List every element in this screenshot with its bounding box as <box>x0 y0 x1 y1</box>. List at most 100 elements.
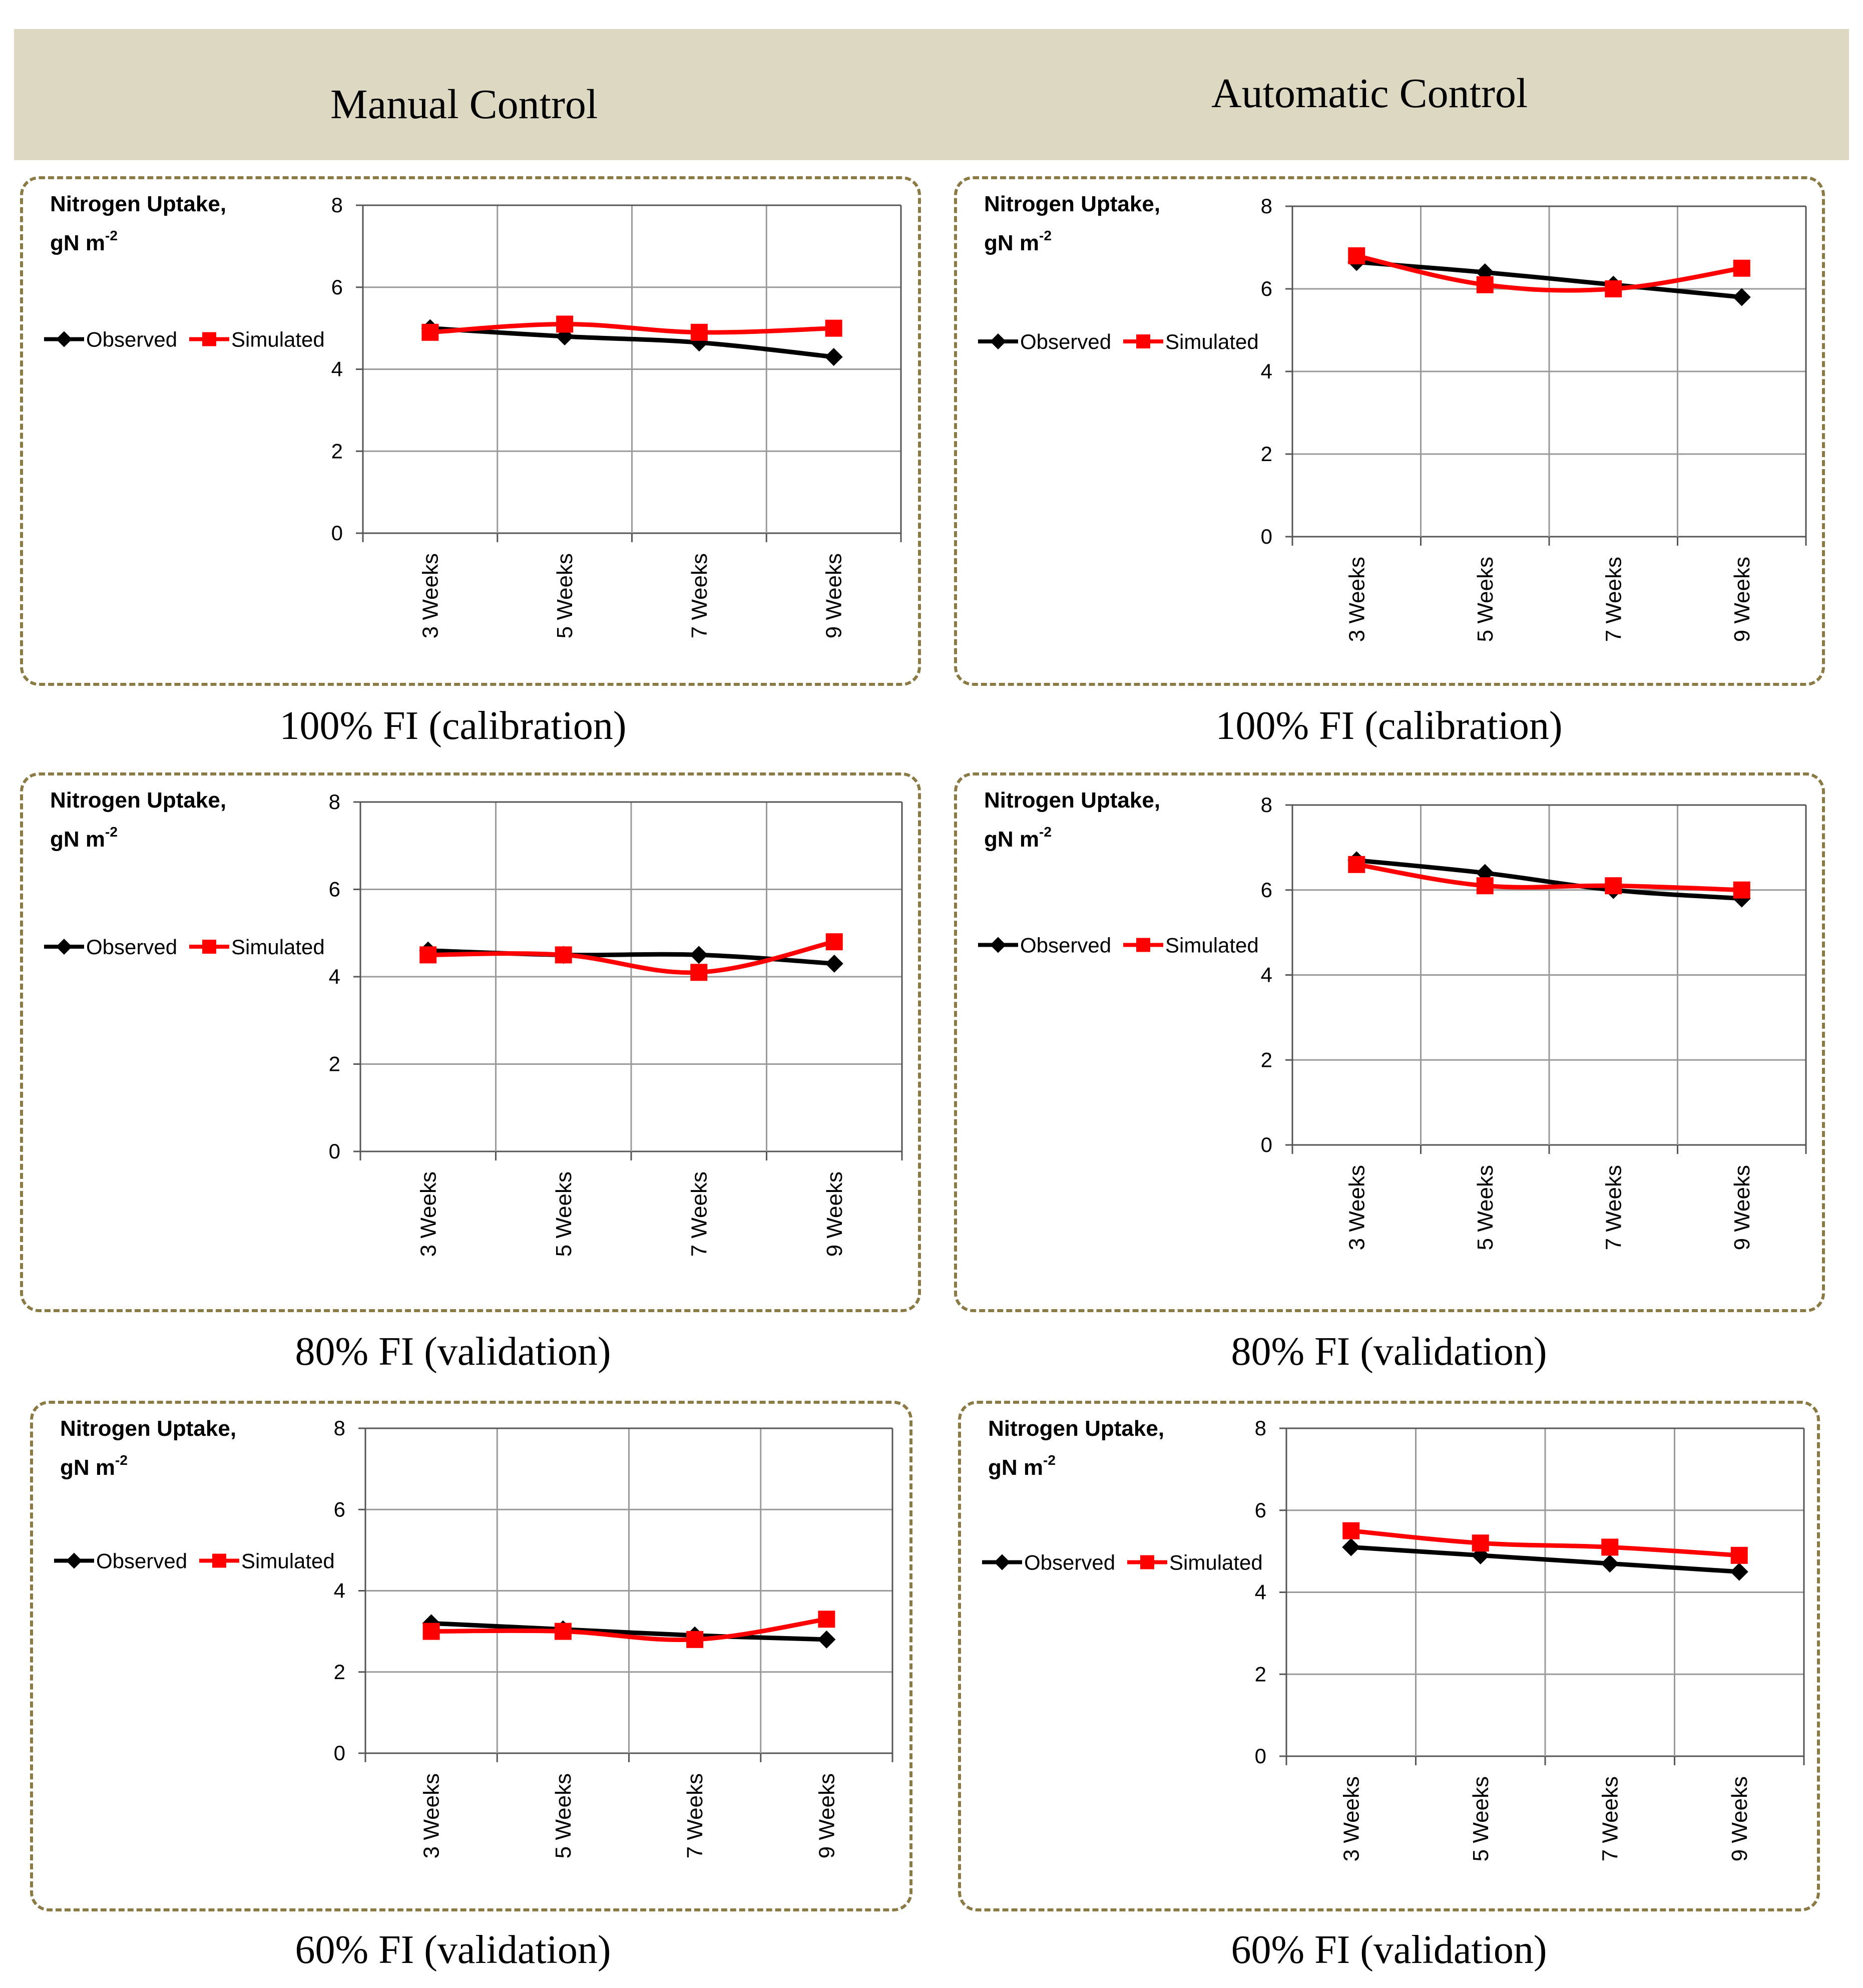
y-tick-label: 2 <box>1255 1662 1266 1686</box>
x-tick-label: 3 Weeks <box>1344 1165 1369 1250</box>
y-tick-label: 6 <box>1261 277 1272 300</box>
x-tick-label: 7 Weeks <box>687 553 712 638</box>
chart-auto-100: 0 2 4 6 8 3 Weeks 5 Weeks 7 Weeks 9 Weeks Nitroge… <box>978 192 1807 642</box>
legend-marker-simulated <box>1136 938 1150 952</box>
y-axis-label-line1: Nitrogen Uptake, <box>50 788 226 813</box>
data-point-observed <box>1342 1538 1360 1556</box>
series-line-observed <box>430 326 834 359</box>
data-point-simulated <box>1601 1538 1619 1556</box>
y-tick-label: 6 <box>1255 1498 1266 1522</box>
y-axis-label-unit: gN m <box>984 827 1039 852</box>
data-point-simulated <box>1348 856 1365 873</box>
y-tick-label: 2 <box>1261 1048 1272 1071</box>
x-tick-label: 9 Weeks <box>1730 1165 1754 1250</box>
y-axis-label-line2: gN m-2 <box>50 228 118 255</box>
y-tick-label: 0 <box>331 521 343 545</box>
y-tick-label: 8 <box>1255 1416 1266 1440</box>
y-axis-label-superscript: -2 <box>1043 1452 1056 1468</box>
data-point-simulated <box>555 946 572 964</box>
legend-marker-simulated <box>202 940 216 954</box>
y-tick-label: 4 <box>1261 359 1272 383</box>
data-point-simulated <box>825 933 843 951</box>
y-axis-label-line1: Nitrogen Uptake, <box>50 192 226 216</box>
chart-frame-auto-100 <box>954 176 1825 686</box>
y-tick-label: 4 <box>329 965 340 988</box>
y-tick-label: 2 <box>334 1660 345 1684</box>
x-tick-label: 7 Weeks <box>687 1171 711 1257</box>
data-point-simulated <box>1733 881 1750 899</box>
data-point-simulated <box>1730 1546 1748 1564</box>
data-point-simulated <box>1472 1534 1489 1552</box>
chart-caption-auto-100: 100% FI (calibration) <box>1215 704 1563 748</box>
data-point-simulated <box>1605 877 1622 895</box>
y-axis-label-line1: Nitrogen Uptake, <box>988 1416 1164 1441</box>
chart-frame-auto-60 <box>958 1401 1820 1911</box>
legend-label-simulated: Simulated <box>241 1549 335 1573</box>
y-axis-label-unit: gN m <box>988 1455 1043 1480</box>
data-point-observed <box>1476 864 1494 882</box>
series-line-observed <box>1356 259 1742 299</box>
data-point-simulated <box>690 323 708 341</box>
data-point-observed <box>825 954 843 973</box>
legend-label-observed: Observed <box>86 935 177 959</box>
legend-label-simulated: Simulated <box>1165 934 1259 957</box>
chart-manual-60: 0 2 4 6 8 3 Weeks 5 Weeks 7 Weeks 9 Weeks Nitroge… <box>54 1416 893 1858</box>
legend-label-simulated: Simulated <box>1169 1551 1263 1574</box>
x-tick-label: 9 Weeks <box>1727 1776 1752 1861</box>
series-line-simulated <box>1356 253 1742 293</box>
series-line-simulated <box>430 321 834 335</box>
y-axis-label-line1: Nitrogen Uptake, <box>984 192 1160 216</box>
data-point-simulated <box>1342 1522 1360 1539</box>
y-axis-label-superscript: -2 <box>1039 228 1052 243</box>
series-line-simulated <box>431 1617 827 1643</box>
chart-frame-manual-60 <box>30 1401 912 1911</box>
x-tick-label: 7 Weeks <box>1601 1165 1626 1250</box>
data-point-observed <box>1730 1562 1748 1581</box>
chart-frame-manual-100 <box>20 176 921 686</box>
legend-label-observed: Observed <box>96 1549 187 1573</box>
legend-marker-simulated <box>1136 334 1150 348</box>
y-tick-label: 6 <box>329 878 340 901</box>
legend-label-simulated: Simulated <box>231 328 325 351</box>
data-point-observed <box>817 1630 836 1649</box>
y-tick-label: 0 <box>334 1741 345 1765</box>
chart-caption-auto-80: 80% FI (validation) <box>1231 1330 1547 1374</box>
legend-marker-simulated <box>1140 1555 1154 1569</box>
automatic-control-title: Automatic Control <box>1211 70 1528 117</box>
x-tick-label: 9 Weeks <box>822 1171 847 1257</box>
x-tick-label: 7 Weeks <box>683 1773 707 1858</box>
chart-caption-manual-80: 80% FI (validation) <box>295 1330 611 1374</box>
x-tick-label: 5 Weeks <box>551 1773 576 1858</box>
y-tick-label: 2 <box>329 1052 340 1076</box>
y-tick-label: 8 <box>334 1416 345 1440</box>
y-tick-label: 4 <box>1255 1580 1266 1604</box>
y-tick-label: 0 <box>1261 525 1272 548</box>
legend-label-observed: Observed <box>1020 934 1111 957</box>
y-tick-label: 4 <box>1261 963 1272 987</box>
data-point-simulated <box>1605 280 1622 297</box>
header-band <box>14 29 1849 160</box>
data-point-simulated <box>825 319 842 337</box>
chart-manual-80: 0 2 4 6 8 3 Weeks 5 Weeks 7 Weeks 9 Weeks Nitroge… <box>44 788 903 1257</box>
series-line-observed <box>1356 858 1742 901</box>
y-tick-label: 4 <box>331 357 343 381</box>
y-tick-label: 6 <box>334 1497 345 1521</box>
legend-label-simulated: Simulated <box>231 935 325 959</box>
legend-marker-observed <box>994 1554 1010 1570</box>
chart-frame-manual-80 <box>20 772 921 1312</box>
x-tick-label: 5 Weeks <box>1469 1776 1493 1861</box>
legend-marker-observed <box>990 937 1006 953</box>
y-axis-label-superscript: -2 <box>1039 824 1052 840</box>
y-tick-label: 2 <box>1261 442 1272 466</box>
y-axis-label-line2: gN m-2 <box>60 1452 128 1480</box>
y-axis-label-line2: gN m-2 <box>984 228 1052 255</box>
y-tick-label: 8 <box>329 790 340 814</box>
y-axis-label-line1: Nitrogen Uptake, <box>60 1416 236 1441</box>
series-line-observed <box>431 1621 827 1642</box>
y-axis-label-unit: gN m <box>50 231 105 255</box>
legend-marker-observed <box>66 1552 82 1569</box>
x-tick-label: 3 Weeks <box>1339 1776 1363 1861</box>
y-tick-label: 4 <box>334 1579 345 1603</box>
x-tick-label: 3 Weeks <box>419 1773 444 1858</box>
y-tick-label: 2 <box>331 439 343 463</box>
